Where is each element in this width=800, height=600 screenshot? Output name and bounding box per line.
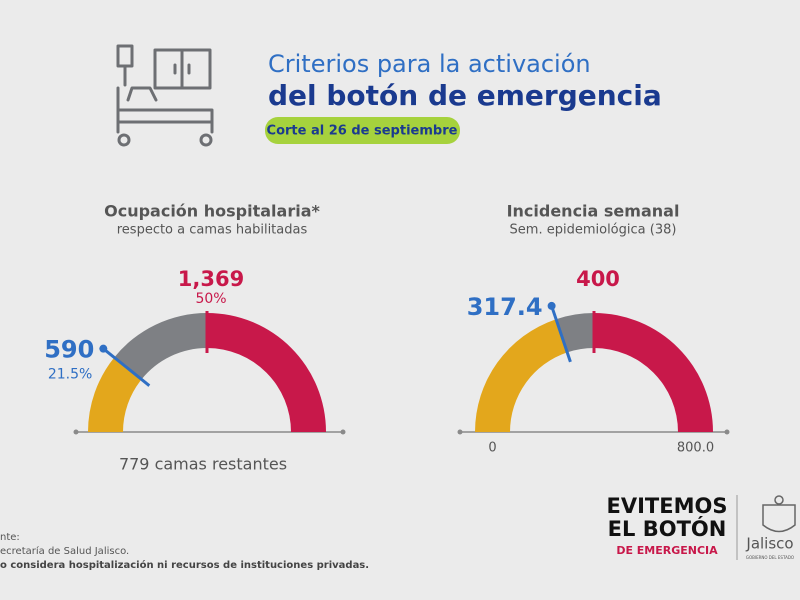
source: ecretaría de Salud Jalisco. [0, 545, 129, 557]
gauge-value-label: 400 [576, 267, 620, 291]
gauge-marker [102, 347, 151, 387]
government-sub: GOBIERNO DEL ESTADO [746, 555, 794, 560]
gauge-segment [114, 313, 207, 380]
campaign-line-2: EL BOTÓN [608, 516, 727, 541]
gauge-subtitle: Sem. epidemiológica (38) [510, 223, 677, 238]
baseline-end [340, 429, 346, 435]
gauge-value-label: 590 [44, 336, 94, 364]
gauge-title: Incidencia semanal [507, 202, 680, 221]
gauge-value-label: 317.4 [467, 293, 543, 321]
hospital-bed-icon [116, 44, 214, 147]
gauge-marker-dot [547, 301, 556, 310]
gauge-marker [550, 305, 572, 363]
date: Corte al 26 de septiembre [267, 124, 458, 139]
gauge-segment [594, 313, 713, 432]
baseline-end [457, 429, 463, 435]
gauge-tick-label: 0 [488, 441, 496, 456]
gauge-segment [88, 357, 142, 432]
gauge-title: Ocupación hospitalaria* [104, 202, 320, 221]
gauge-value-label: 1,369 [178, 267, 244, 291]
source-label: nte: [0, 532, 20, 543]
date-pill [265, 117, 460, 144]
campaign-line-3: DE EMERGENCIA [616, 544, 718, 557]
gauge-tick-label: 800.0 [677, 441, 714, 456]
title-line-2: del botón de emergencia [268, 79, 662, 112]
note: o considera hospitalización ni recursos … [0, 559, 369, 571]
baseline-end [73, 429, 79, 435]
gauge-segment [475, 319, 568, 432]
campaign-line-1: EVITEMOS [607, 494, 728, 518]
gauge-marker-dot [99, 344, 108, 353]
baseline-end [724, 429, 730, 435]
gauge-percent-label: 21.5% [48, 367, 92, 383]
title-line-1: Criterios para la activación [268, 50, 591, 78]
gauge-percent-label: 50% [195, 291, 226, 307]
gauge-subtitle: respecto a camas habilitadas [117, 223, 308, 238]
gauge-segment [207, 313, 326, 432]
gauge-annotation: 779 camas restantes [119, 455, 287, 474]
jalisco-crest [762, 495, 796, 533]
gauge-segment [556, 313, 594, 353]
government: Jalisco [745, 535, 793, 553]
